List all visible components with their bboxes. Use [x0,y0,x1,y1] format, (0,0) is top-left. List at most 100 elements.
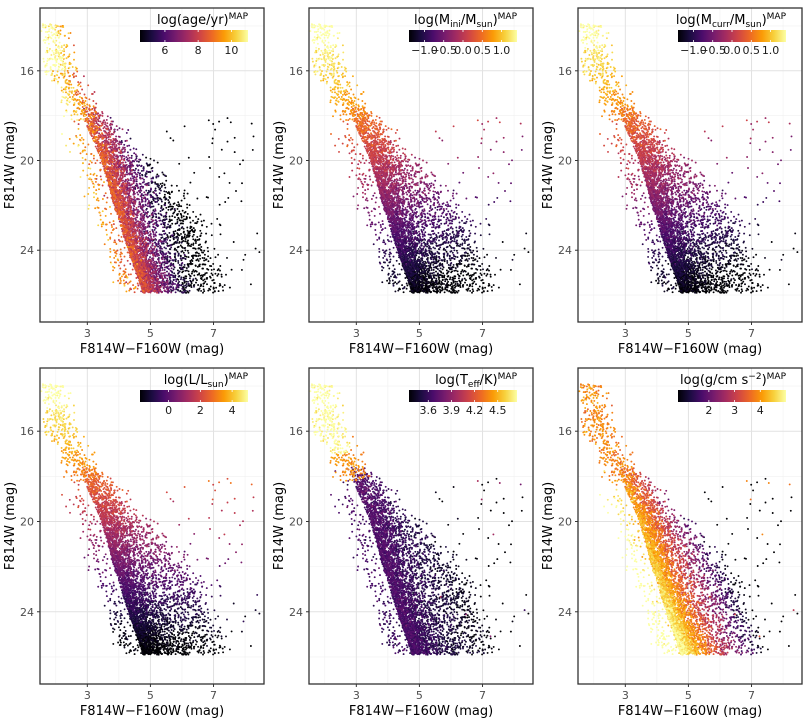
star-point [198,272,200,274]
star-point [168,202,170,204]
star-point [155,216,157,218]
star-point [184,280,186,282]
star-point [178,225,180,227]
star-point [188,252,190,254]
star-point [191,273,193,275]
star-point [215,287,217,289]
star-point [198,239,200,241]
star-point [187,230,189,232]
star-point [169,248,171,250]
star-point [145,204,147,206]
star-point [166,259,168,261]
star-point [169,244,171,246]
star-point [255,248,257,250]
star-point [167,199,169,201]
star-point [164,256,166,258]
star-point [210,265,212,267]
star-point [180,205,182,207]
star-point [214,129,216,131]
star-point [156,201,158,203]
star-point [195,239,197,241]
star-point [198,253,200,255]
star-point [192,211,194,213]
star-point [208,156,210,158]
star-point [190,281,192,283]
star-point [164,269,166,271]
star-point [160,207,162,209]
star-point [189,182,191,184]
star-point [209,289,211,291]
star-point [155,231,157,233]
star-point [131,157,133,159]
star-point [195,282,197,284]
star-point [145,190,147,192]
star-point [170,137,172,139]
star-point [145,209,147,211]
star-point [180,278,182,280]
star-point [180,258,182,260]
star-point [173,289,175,291]
star-point [154,190,156,192]
star-point [139,172,141,174]
star-point [241,269,243,271]
star-point [181,271,183,273]
star-point [184,212,186,214]
star-point [181,215,183,217]
star-point [211,272,213,274]
star-point [193,271,195,273]
star-point [173,232,175,234]
star-point [213,279,215,281]
star-point [156,173,158,175]
star-point [165,213,167,215]
star-point [136,180,138,182]
star-point [195,265,197,267]
star-point [217,254,219,256]
star-point [226,257,228,259]
star-point [169,259,171,261]
star-point [171,223,173,225]
star-point [172,213,174,215]
star-point [206,258,208,260]
star-point [141,170,143,172]
star-point [145,172,147,174]
star-point [178,210,180,212]
star-point [186,235,188,237]
star-point [184,270,186,272]
star-point [207,197,209,199]
star-point [181,267,183,269]
star-point [193,274,195,276]
star-point [170,263,172,265]
star-point [166,234,168,236]
star-point [162,226,164,228]
star-point [212,263,214,265]
star-point [167,251,169,253]
star-point [167,192,169,194]
star-point [161,236,163,238]
star-point [181,236,183,238]
star-point [176,241,178,243]
star-point [140,165,142,167]
star-point [147,192,149,194]
star-point [167,265,169,267]
star-point [158,220,160,222]
star-point [188,270,190,272]
star-point [191,271,193,273]
star-point [219,204,221,206]
star-point [181,200,183,202]
star-point [172,140,174,142]
star-point [176,219,178,221]
star-point [177,290,179,292]
star-point [177,269,179,271]
star-point [207,290,209,292]
star-point [203,263,205,265]
star-point [181,262,183,264]
star-point [201,220,203,222]
star-point [193,230,195,232]
star-point [164,194,166,196]
star-point [183,252,185,254]
star-point [189,277,191,279]
star-point [184,290,186,292]
star-point [197,289,199,291]
star-point [202,257,204,259]
star-point [173,268,175,270]
